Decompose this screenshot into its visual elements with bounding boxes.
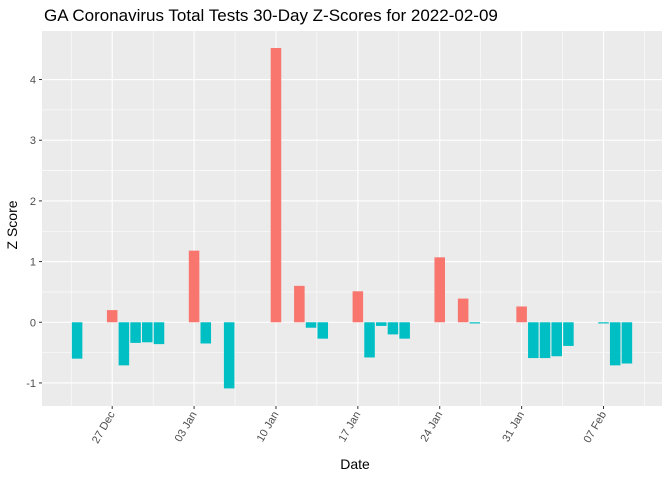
- bar: [130, 322, 141, 343]
- x-axis-title: Date: [340, 456, 370, 472]
- y-tick-label: 0: [30, 317, 36, 329]
- bar: [153, 322, 165, 345]
- bar: [399, 322, 410, 339]
- bar: [621, 322, 633, 364]
- bar: [352, 291, 364, 323]
- plot-panel: [42, 31, 662, 406]
- bar: [539, 322, 551, 359]
- bar: [200, 322, 212, 344]
- bar: [71, 322, 83, 359]
- x-tick-label: 10 Jan: [255, 410, 282, 445]
- major-gridlines: [42, 31, 662, 406]
- y-tick-label: 2: [30, 196, 36, 208]
- bar: [387, 322, 399, 335]
- bar: [528, 322, 539, 359]
- bar: [469, 322, 481, 324]
- y-axis-title: Z Score: [4, 200, 20, 249]
- bar: [551, 322, 562, 357]
- x-tick-label: 31 Jan: [500, 410, 527, 445]
- y-tick-label: 4: [30, 75, 36, 87]
- y-tick-label: 3: [30, 135, 36, 147]
- bar: [516, 306, 527, 323]
- x-tick-label: 24 Jan: [418, 410, 445, 445]
- bar: [305, 322, 317, 328]
- x-tick-label: 03 Jan: [173, 410, 200, 445]
- y-axis-ticks: -1 0 1 2 3 4: [26, 75, 42, 390]
- x-axis-ticks: 27 Dec 03 Jan 10 Jan 17 Jan 24 Jan 31 Jan 07 F…: [90, 406, 609, 446]
- y-tick-label: -1: [26, 378, 36, 390]
- bar: [142, 322, 153, 343]
- bar: [294, 285, 305, 323]
- y-tick-label: 1: [30, 257, 36, 269]
- bar: [598, 322, 609, 324]
- x-tick-label: 27 Dec: [90, 409, 118, 446]
- x-tick-label: 17 Jan: [337, 410, 364, 445]
- bar: [375, 322, 387, 326]
- bar: [609, 322, 621, 366]
- bars: [71, 47, 633, 389]
- minor-gridlines: [42, 31, 662, 406]
- chart-title: GA Coronavirus Total Tests 30-Day Z-Scor…: [44, 6, 498, 25]
- bar: [106, 310, 118, 323]
- bar: [563, 322, 574, 346]
- bar: [457, 298, 469, 323]
- x-tick-label: 07 Feb: [582, 410, 610, 446]
- bar: [270, 47, 282, 323]
- bar: [434, 257, 445, 323]
- bar: [223, 322, 235, 389]
- bar: [364, 322, 375, 358]
- bar: [188, 250, 200, 323]
- bar: [118, 322, 130, 366]
- bar: [317, 322, 329, 339]
